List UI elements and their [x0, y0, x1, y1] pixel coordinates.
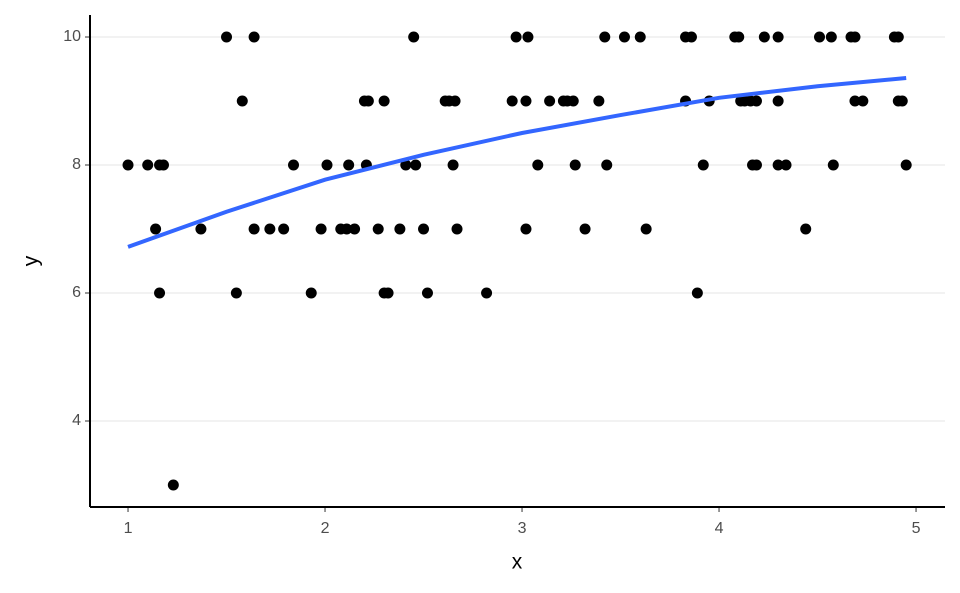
point	[772, 95, 784, 107]
point	[634, 31, 646, 43]
x-tick-label: 4	[715, 520, 724, 537]
point	[408, 31, 420, 43]
point	[372, 223, 384, 235]
x-tick-label: 3	[518, 520, 527, 537]
point	[321, 159, 333, 171]
point	[451, 223, 463, 235]
point	[394, 223, 406, 235]
point	[154, 287, 166, 299]
point	[896, 95, 908, 107]
point	[569, 159, 581, 171]
point	[772, 159, 784, 171]
point	[122, 159, 134, 171]
point	[382, 287, 394, 299]
point	[378, 95, 390, 107]
point	[343, 159, 355, 171]
point	[579, 223, 591, 235]
point	[157, 159, 169, 171]
smooth-line	[127, 75, 907, 249]
point	[410, 159, 422, 171]
point	[733, 31, 745, 43]
point	[544, 95, 556, 107]
point	[167, 479, 179, 491]
y-tick-label: 4	[72, 412, 81, 429]
point	[349, 223, 361, 235]
point	[481, 287, 493, 299]
point	[857, 95, 869, 107]
y-axis-title: y	[20, 255, 43, 266]
point	[248, 223, 260, 235]
point	[827, 159, 839, 171]
point	[449, 95, 461, 107]
point	[195, 223, 207, 235]
point	[520, 95, 532, 107]
point	[892, 31, 904, 43]
x-tick-label: 1	[124, 520, 133, 537]
point	[691, 287, 703, 299]
point	[400, 159, 412, 171]
point	[697, 159, 709, 171]
point	[230, 287, 242, 299]
point	[849, 95, 861, 107]
x-tick-label: 5	[912, 520, 921, 537]
point	[520, 223, 532, 235]
point	[750, 95, 762, 107]
point	[618, 31, 630, 43]
point	[849, 31, 861, 43]
point	[593, 95, 605, 107]
y-tick-label: 8	[72, 156, 81, 173]
point	[800, 223, 812, 235]
point	[601, 159, 613, 171]
point	[278, 223, 290, 235]
x-axis-title: x	[512, 551, 523, 574]
point	[567, 95, 579, 107]
point	[640, 223, 652, 235]
point	[288, 159, 300, 171]
point	[150, 223, 162, 235]
point	[685, 31, 697, 43]
point	[900, 159, 912, 171]
point	[341, 223, 353, 235]
point	[532, 159, 544, 171]
point	[362, 95, 374, 107]
point	[264, 223, 276, 235]
point	[599, 31, 611, 43]
point	[758, 31, 770, 43]
y-tick-label: 6	[72, 284, 81, 301]
point	[814, 31, 826, 43]
point	[418, 223, 430, 235]
point	[825, 31, 837, 43]
y-tick-label: 10	[63, 28, 81, 45]
point	[506, 95, 518, 107]
point	[248, 31, 260, 43]
point	[772, 31, 784, 43]
point	[305, 287, 317, 299]
point	[750, 159, 762, 171]
point	[236, 95, 248, 107]
point	[315, 223, 327, 235]
point	[447, 159, 459, 171]
point	[522, 31, 534, 43]
point	[142, 159, 154, 171]
point	[221, 31, 233, 43]
point	[780, 159, 792, 171]
x-tick-label: 2	[321, 520, 330, 537]
point	[421, 287, 433, 299]
point	[510, 31, 522, 43]
